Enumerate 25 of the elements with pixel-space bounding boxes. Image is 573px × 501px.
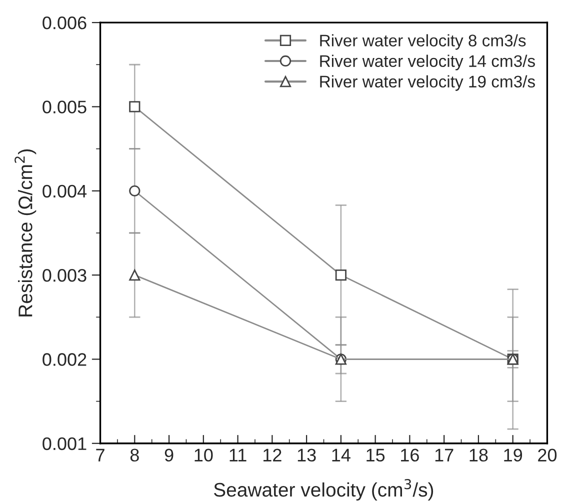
x-tick-label: 15 — [366, 448, 385, 462]
y-tick-label: 0.002 — [42, 353, 86, 366]
x-tick-label: 8 — [130, 448, 139, 462]
y-tick-label: 0.005 — [42, 100, 86, 114]
x-tick-label: 7 — [96, 448, 104, 462]
y-tick-label: 0.004 — [42, 184, 87, 198]
x-tick-label: 19 — [504, 448, 522, 462]
y-axis-title: Resistance (Ω/cm$^{2}$) — [14, 149, 36, 316]
y-tick-label: 0.003 — [42, 268, 86, 282]
x-tick-label: 18 — [470, 448, 488, 462]
legend-label: River water velocity 14 cm3/s — [320, 54, 535, 70]
x-tick-label: 16 — [401, 448, 419, 462]
legend-label: River water velocity 8 cm3/s — [320, 34, 526, 50]
x-tick-label: 13 — [298, 448, 316, 462]
x-tick-label: 14 — [332, 448, 350, 462]
y-tick-label: 0.001 — [42, 437, 86, 450]
legend-label: River water velocity 19 cm3/s — [320, 75, 535, 91]
x-tick-label: 20 — [538, 448, 557, 462]
x-tick-label: 9 — [164, 448, 174, 462]
x-tick-label: 11 — [230, 448, 246, 462]
x-tick-label: 17 — [435, 448, 454, 462]
x-tick-label: 12 — [264, 448, 282, 462]
x-tick-label: 10 — [194, 448, 213, 462]
x-axis-title: Seawater velocity (cm$^{3}$/s) — [214, 478, 434, 501]
y-tick-label: 0.006 — [42, 16, 86, 30]
